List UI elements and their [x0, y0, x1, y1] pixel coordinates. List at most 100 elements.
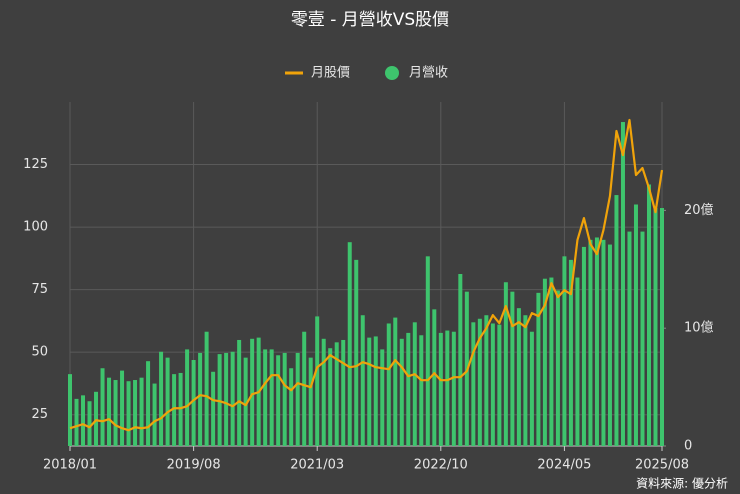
bar: [425, 256, 430, 446]
bar: [328, 348, 333, 446]
bar: [653, 208, 658, 446]
bar: [146, 361, 151, 446]
bar: [360, 315, 365, 446]
bar: [555, 290, 560, 446]
bar: [484, 315, 489, 446]
bar: [367, 337, 372, 446]
y2-tick-label: 10億: [684, 320, 714, 336]
bar: [315, 316, 320, 446]
legend-label: 月營收: [409, 66, 448, 81]
bar: [276, 355, 281, 446]
bar: [139, 377, 144, 446]
chart-title: 零壹 - 月營收VS股價: [291, 10, 449, 30]
bar: [94, 391, 99, 446]
y2-tick-label: 0: [684, 439, 692, 454]
bar: [120, 370, 125, 446]
bar: [510, 291, 515, 446]
bar: [477, 318, 482, 446]
bar: [341, 339, 346, 446]
bar: [601, 239, 606, 446]
bar: [633, 204, 638, 446]
bar: [490, 323, 495, 446]
legend-swatch: [385, 66, 399, 80]
bar: [302, 331, 307, 446]
bar: [178, 372, 183, 446]
bar: [100, 368, 105, 446]
x-tick-label: 2022/10: [414, 458, 468, 473]
bar: [282, 352, 287, 446]
bar: [113, 380, 118, 446]
bar: [581, 246, 586, 446]
bar: [250, 338, 255, 446]
bar: [380, 349, 385, 446]
bar: [646, 184, 651, 446]
bar: [419, 335, 424, 446]
bar: [159, 351, 164, 446]
bar: [204, 331, 209, 446]
bar: [529, 331, 534, 446]
bar: [614, 195, 619, 446]
bar: [334, 342, 339, 446]
x-tick-label: 2024/05: [537, 458, 591, 473]
bar: [269, 349, 274, 446]
bar: [549, 277, 554, 446]
bar: [393, 317, 398, 446]
bar: [471, 322, 476, 446]
bar: [640, 231, 645, 446]
bar: [516, 308, 521, 446]
bar: [152, 383, 157, 446]
y-tick-label: 75: [31, 282, 48, 297]
bar: [198, 352, 203, 446]
bar: [172, 374, 177, 446]
bar: [211, 371, 216, 446]
bar: [386, 323, 391, 446]
bar: [660, 208, 664, 446]
bar: [497, 324, 502, 446]
x-tick-label: 2025/08: [635, 458, 689, 473]
bar: [263, 349, 268, 446]
bar: [230, 351, 235, 446]
y2-tick-label: 20億: [684, 202, 714, 218]
bar: [575, 277, 580, 446]
bar: [347, 242, 352, 446]
bar: [74, 398, 79, 446]
bar: [373, 336, 378, 446]
bar: [217, 354, 222, 446]
bar: [438, 332, 443, 446]
bar: [594, 237, 599, 446]
bar: [237, 339, 242, 446]
bar: [126, 381, 131, 446]
bar: [68, 374, 72, 446]
bar: [308, 357, 313, 446]
x-tick-label: 2019/08: [167, 458, 221, 473]
bar: [165, 357, 170, 446]
bar: [542, 278, 547, 446]
bar: [224, 352, 229, 446]
y-tick-label: 25: [31, 407, 48, 422]
bar: [523, 315, 528, 446]
bar: [445, 330, 450, 446]
bar: [354, 259, 359, 446]
bar: [81, 395, 86, 446]
bar: [503, 282, 508, 446]
line: [69, 118, 664, 432]
bar: [191, 360, 196, 446]
bar: [432, 309, 437, 446]
bar: [562, 256, 567, 446]
bar: [588, 239, 593, 446]
y-tick-label: 100: [23, 220, 48, 235]
x-tick-label: 2021/03: [290, 458, 344, 473]
bar: [243, 357, 248, 446]
bar: [536, 292, 541, 446]
bar: [295, 352, 300, 446]
bar: [607, 244, 612, 446]
bar: [87, 401, 92, 446]
source-note: 資料來源: 優分析: [636, 477, 728, 491]
bar: [321, 338, 326, 446]
bar: [620, 122, 625, 446]
bar: [458, 274, 463, 446]
bar: [406, 332, 411, 446]
bar: [412, 322, 417, 446]
bar: [133, 380, 138, 446]
